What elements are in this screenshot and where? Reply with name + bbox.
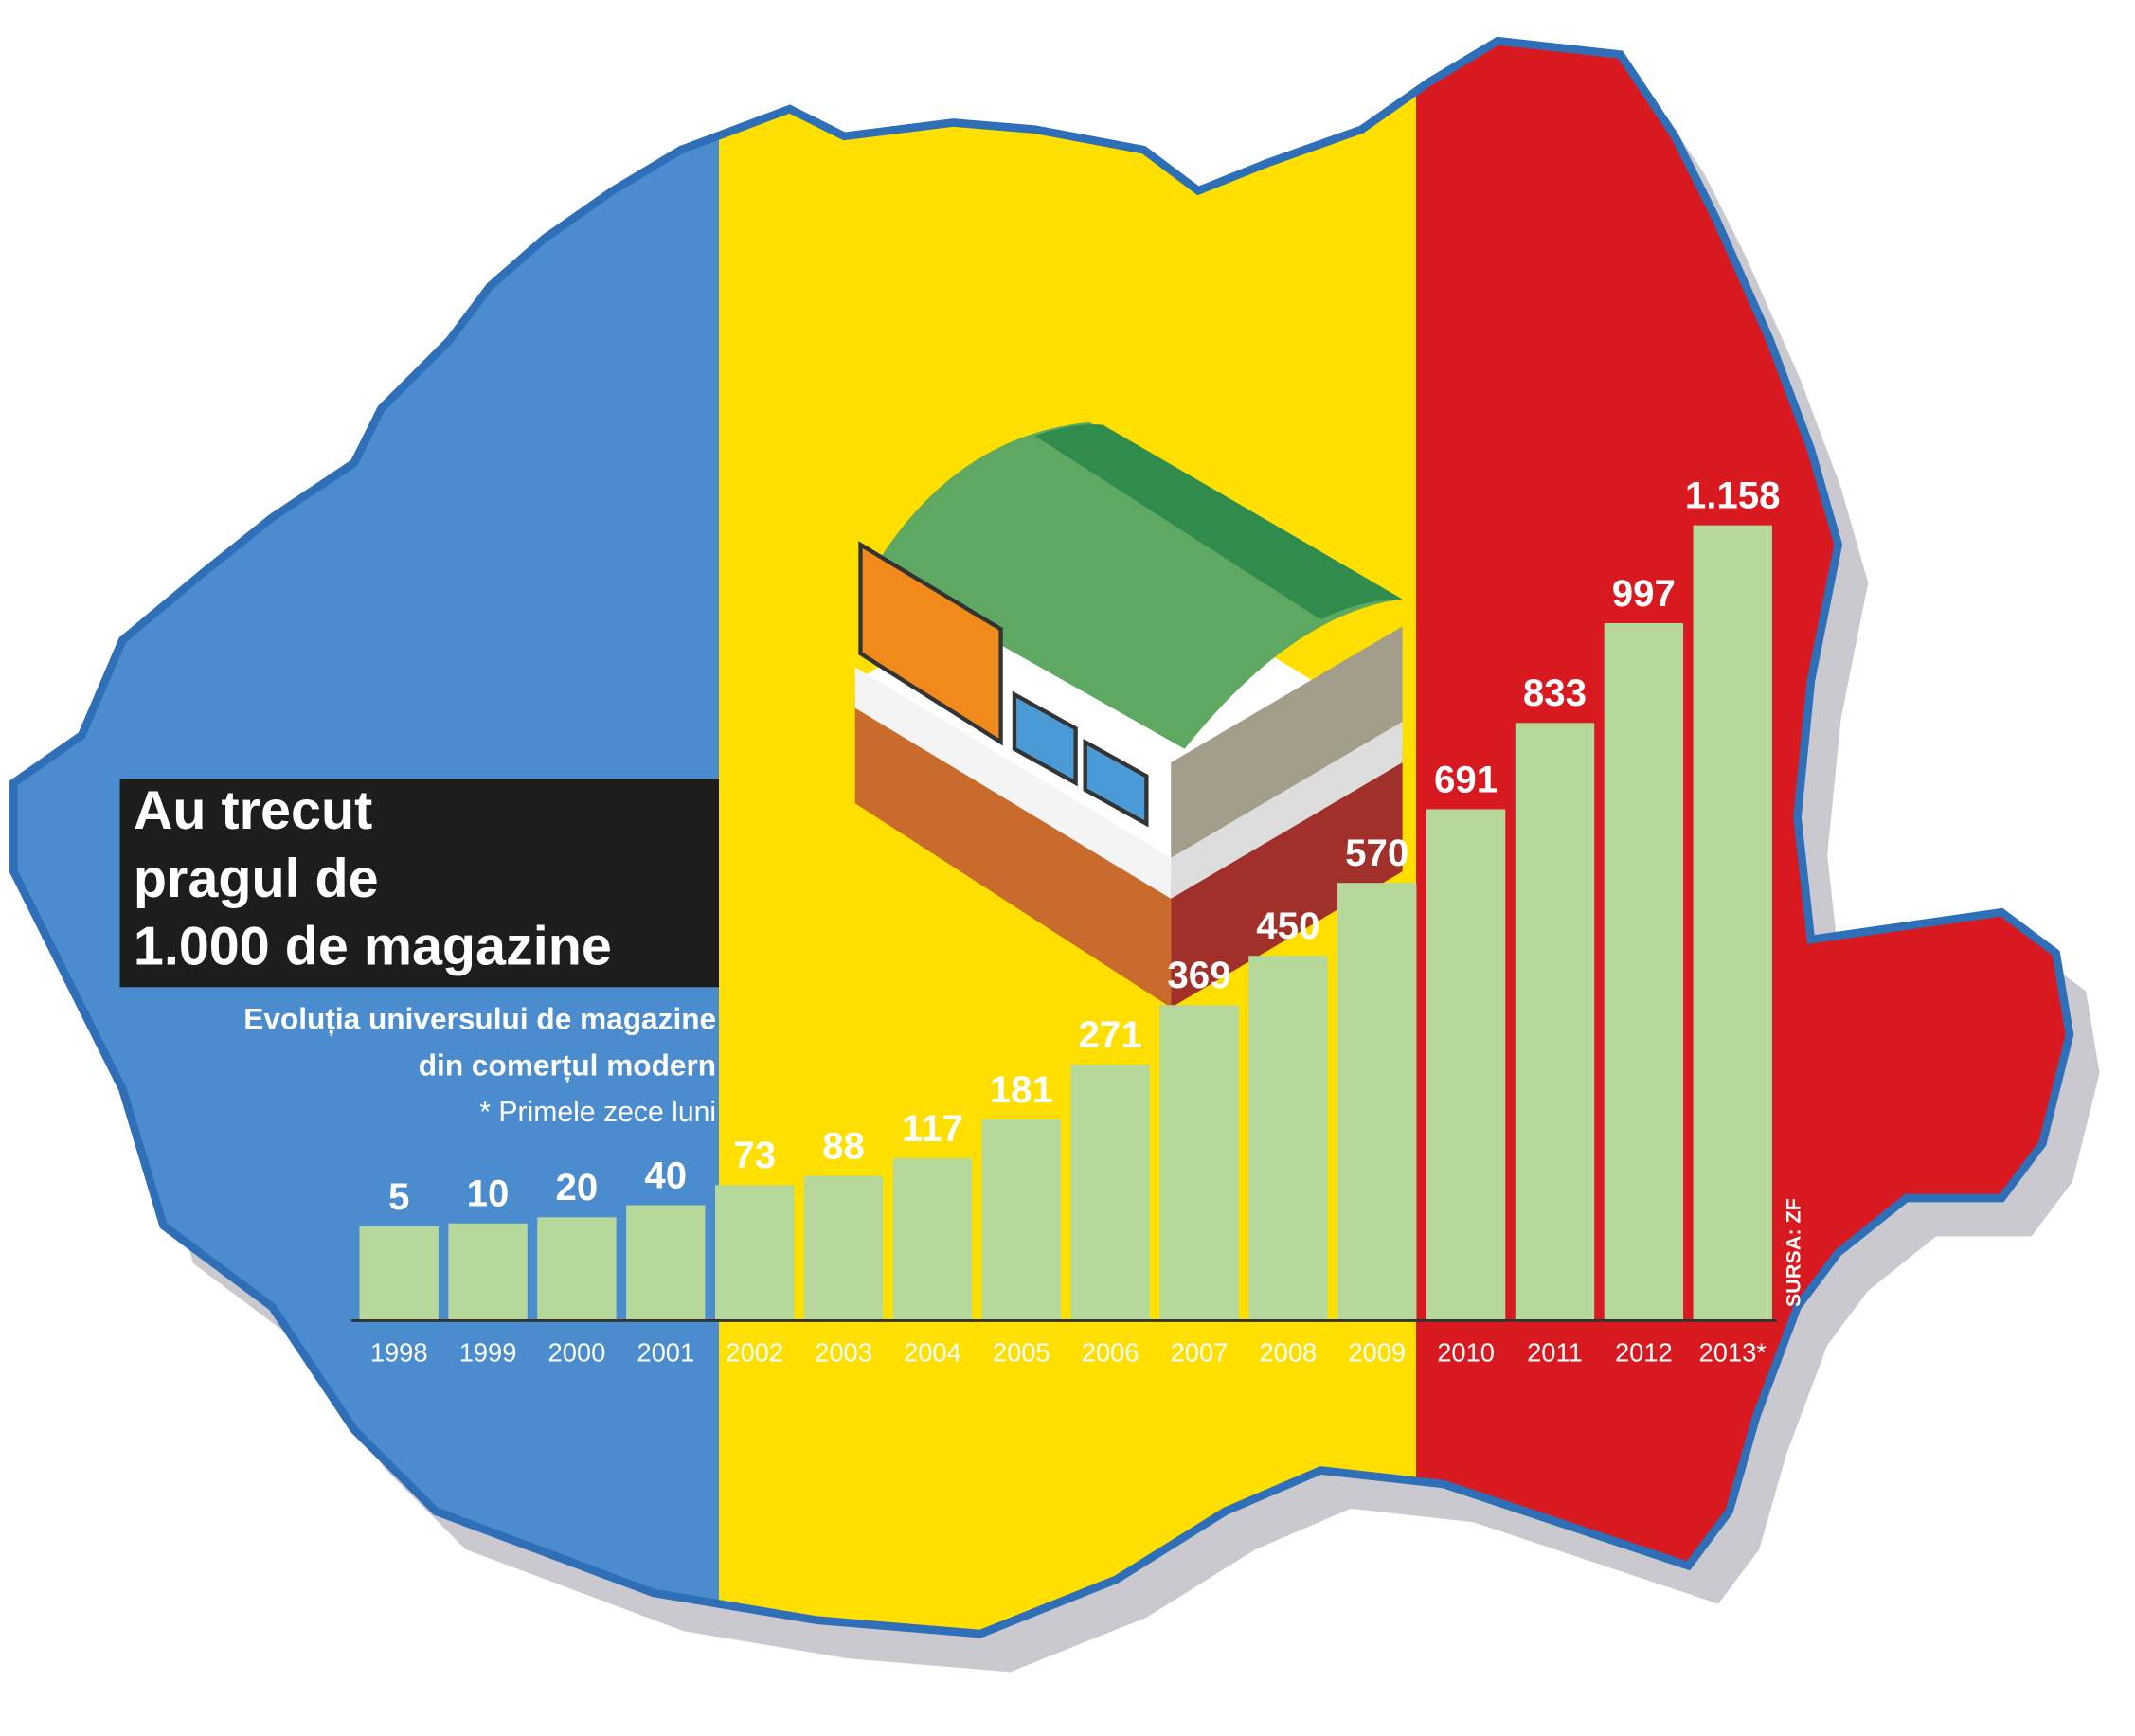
bar bbox=[981, 1119, 1061, 1321]
value-label: 691 bbox=[1434, 758, 1498, 800]
x-tick-label: 2008 bbox=[1260, 1338, 1318, 1368]
value-label: 5 bbox=[388, 1175, 409, 1218]
x-tick-label: 2006 bbox=[1082, 1338, 1139, 1368]
value-label: 117 bbox=[902, 1107, 963, 1150]
x-tick-label: 1998 bbox=[370, 1338, 428, 1368]
bar bbox=[1337, 883, 1417, 1321]
bar bbox=[803, 1175, 884, 1321]
x-tick-label: 2003 bbox=[815, 1338, 872, 1368]
x-tick-label: 2004 bbox=[904, 1338, 961, 1368]
bar bbox=[1426, 809, 1506, 1321]
value-label: 1.158 bbox=[1685, 474, 1781, 516]
value-label: 570 bbox=[1345, 832, 1408, 874]
value-label: 997 bbox=[1612, 572, 1676, 615]
bar bbox=[537, 1217, 617, 1321]
bar bbox=[448, 1223, 528, 1321]
x-tick-label: 2011 bbox=[1527, 1338, 1583, 1368]
value-label: 20 bbox=[556, 1166, 599, 1208]
store-icon bbox=[854, 421, 1403, 1008]
bar bbox=[1693, 525, 1772, 1321]
chart-subtitle: din comerțul modern bbox=[419, 1047, 716, 1082]
titles: Au trecut pragul de 1.000 de magazine Evolu… bbox=[134, 780, 1804, 1307]
value-label: 833 bbox=[1523, 671, 1587, 714]
value-label: 73 bbox=[733, 1134, 776, 1176]
x-tick-label: 2002 bbox=[726, 1338, 783, 1368]
x-tick-label: 2005 bbox=[993, 1338, 1050, 1368]
bars: 5 1998 10 1999 20 2000 40 2001 73 2002 88 2003 117 20… bbox=[359, 474, 1781, 1368]
source: SURSA: ZF bbox=[1781, 1198, 1804, 1307]
x-tick-label: 2010 bbox=[1437, 1338, 1495, 1368]
chart-title: Au trecut bbox=[134, 780, 372, 841]
bar bbox=[1159, 1005, 1239, 1321]
note: * Primele zece luni bbox=[479, 1097, 716, 1128]
x-tick-label: 2013* bbox=[1699, 1338, 1767, 1368]
value-label: 271 bbox=[1079, 1013, 1142, 1056]
value-label: 369 bbox=[1167, 954, 1230, 996]
title-box bbox=[119, 779, 719, 988]
bar bbox=[1515, 723, 1595, 1321]
x-tick-label: 2001 bbox=[637, 1338, 694, 1368]
x-tick-label: 2007 bbox=[1171, 1338, 1229, 1368]
bar bbox=[626, 1205, 706, 1321]
bar bbox=[1604, 622, 1684, 1321]
value-label: 181 bbox=[990, 1068, 1053, 1111]
x-tick-label: 2000 bbox=[548, 1338, 606, 1368]
x-tick-label: 2012 bbox=[1615, 1338, 1673, 1368]
bar bbox=[1248, 956, 1328, 1321]
value-label: 88 bbox=[822, 1125, 865, 1168]
x-tick-label: 1999 bbox=[459, 1338, 517, 1368]
bar bbox=[892, 1158, 973, 1321]
value-label: 40 bbox=[644, 1154, 687, 1196]
chart-title: pragul de bbox=[134, 849, 379, 909]
bar bbox=[1070, 1065, 1150, 1321]
bar bbox=[359, 1226, 439, 1321]
value-label: 10 bbox=[467, 1172, 510, 1215]
x-tick-label: 2009 bbox=[1348, 1338, 1406, 1368]
chart-title: 1.000 de magazine bbox=[134, 917, 612, 977]
chart-subtitle: Evoluția universului de magazine bbox=[243, 1002, 716, 1036]
value-label: 450 bbox=[1256, 904, 1319, 947]
bar bbox=[714, 1185, 795, 1321]
